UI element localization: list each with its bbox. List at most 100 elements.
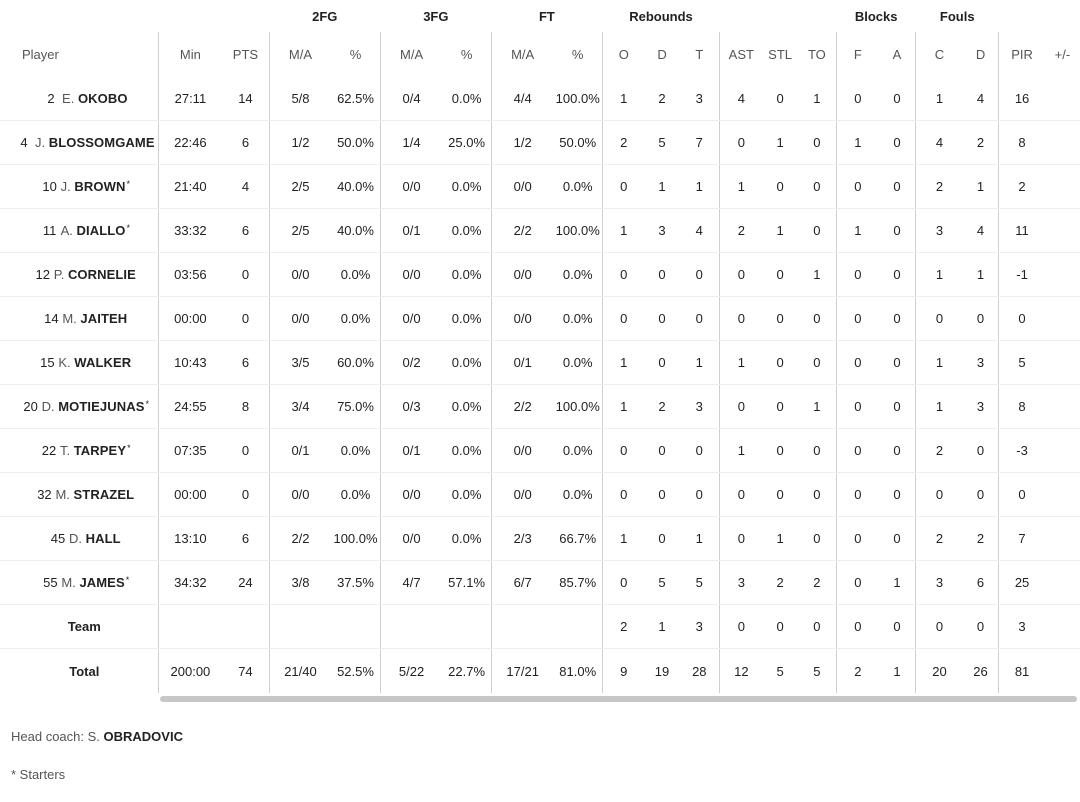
cell-min: 33:32	[157, 208, 223, 253]
player-row: 10 J. BROWN* 21:40 4 2/5 40.0% 0/0 0.0% 0/0 0.0% 0…	[0, 164, 1080, 209]
col-pts[interactable]: PTS	[232, 47, 259, 62]
cell-blk-a: 0	[878, 77, 916, 121]
player-last-name[interactable]: HALL	[85, 531, 121, 546]
player-cell[interactable]: 10 J. BROWN*	[0, 164, 159, 209]
player-cell[interactable]: 45 D. HALL	[0, 516, 159, 561]
player-row: 12 P. CORNELIE 03:56 0 0/0 0.0% 0/0 0.0% 0/0 0.0%…	[0, 252, 1080, 297]
cell-plus-minus	[1044, 384, 1080, 429]
player-last-name[interactable]: DIALLO	[76, 223, 126, 238]
player-last-name[interactable]: BROWN	[74, 179, 126, 194]
col-2fg-ma[interactable]: M/A	[268, 32, 332, 77]
col-ft-ma[interactable]: M/A	[490, 32, 554, 77]
player-cell[interactable]: 22 T. TARPEY*	[0, 428, 159, 473]
player-last-name[interactable]: TARPEY	[73, 443, 127, 458]
cell-3fg-pct: 57.1%	[442, 560, 492, 605]
cell-blk-a: 0	[878, 428, 916, 473]
cell-pts: 0	[222, 252, 270, 297]
cell-3fg-pct: 0.0%	[442, 340, 492, 385]
player-last-name[interactable]: BLOSSOMGAME	[48, 135, 155, 150]
player-row: 32 M. STRAZEL 00:00 0 0/0 0.0% 0/0 0.0% 0/0 0.0% 0…	[0, 472, 1080, 517]
cell-reb-d: 0	[644, 472, 680, 517]
cell-stl: 0	[762, 252, 798, 297]
col-3fg-ma[interactable]: M/A	[379, 32, 443, 77]
col-3fg-pct[interactable]: %	[460, 47, 473, 62]
player-cell[interactable]: 32 M. STRAZEL	[0, 472, 159, 517]
cell-to: 0	[797, 604, 837, 649]
col-foul-c[interactable]: C	[915, 32, 963, 77]
cell-min: 27:11	[157, 77, 223, 121]
player-last-name[interactable]: STRAZEL	[73, 487, 135, 502]
col-reb-t[interactable]: T	[695, 47, 704, 62]
player-last-name[interactable]: JAITEH	[80, 311, 128, 326]
col-to[interactable]: TO	[807, 47, 826, 62]
col-min[interactable]: Min	[157, 32, 223, 77]
cell-reb-o: 0	[601, 164, 645, 209]
cell-2fg-pct: 40.0%	[331, 164, 381, 209]
col-ft-pct[interactable]: %	[571, 47, 584, 62]
col-reb-d[interactable]: D	[657, 47, 667, 62]
cell-3fg-ma: 0/1	[379, 208, 443, 253]
col-ast[interactable]: AST	[719, 32, 763, 77]
cell-plus-minus	[1044, 120, 1080, 165]
col-blk-f[interactable]: F	[836, 32, 879, 77]
col-foul-d[interactable]: D	[975, 47, 986, 62]
cell-3fg-ma: 0/2	[379, 340, 443, 385]
cell-pir: -1	[998, 252, 1045, 297]
cell-blk-f: 1	[836, 208, 879, 253]
player-cell[interactable]: 4 J. BLOSSOMGAME	[0, 120, 159, 165]
col-stl[interactable]: STL	[768, 47, 793, 62]
col-reb-o[interactable]: O	[601, 32, 645, 77]
group-2fg: 2FG	[312, 8, 338, 24]
cell-reb-d: 2	[644, 77, 680, 121]
player-last-name[interactable]: OKOBO	[77, 91, 128, 106]
cell-plus-minus	[1044, 164, 1080, 209]
player-last-name[interactable]: MOTIEJUNAS	[58, 399, 145, 414]
cell-blk-a: 0	[878, 472, 916, 517]
total-label: Total	[69, 663, 100, 679]
cell-pts: 6	[222, 120, 270, 165]
cell-blk-f: 0	[836, 164, 879, 209]
cell-reb-d: 5	[644, 120, 680, 165]
player-last-name[interactable]: CORNELIE	[67, 267, 136, 282]
cell-foul-c: 3	[915, 560, 963, 605]
cell-2fg-pct: 0.0%	[331, 472, 381, 517]
cell-pts: 24	[222, 560, 270, 605]
player-cell[interactable]: 20 D. MOTIEJUNAS*	[0, 384, 159, 429]
player-row: 22 T. TARPEY* 07:35 0 0/1 0.0% 0/1 0.0% 0/0 0.0% 0…	[0, 428, 1080, 473]
cell-pir: 8	[998, 384, 1045, 429]
cell-3fg-pct: 0.0%	[442, 164, 492, 209]
player-cell[interactable]: 11 A. DIALLO*	[0, 208, 159, 253]
player-cell[interactable]: 14 M. JAITEH	[0, 296, 159, 341]
cell-reb-t: 1	[679, 340, 720, 385]
player-cell[interactable]: 15 K. WALKER	[0, 340, 159, 385]
player-cell[interactable]: 2 E. OKOBO	[0, 77, 159, 121]
cell-reb-t: 7	[679, 120, 720, 165]
cell-reb-t: 4	[679, 208, 720, 253]
cell-3fg-ma: 0/4	[379, 77, 443, 121]
horizontal-scrollbar[interactable]	[160, 696, 1077, 702]
cell-reb-o: 0	[601, 560, 645, 605]
cell-reb-d: 3	[644, 208, 680, 253]
cell-foul-c: 1	[915, 384, 963, 429]
player-last-name[interactable]: JAMES	[79, 575, 125, 590]
player-last-name[interactable]: WALKER	[74, 355, 132, 370]
cell-reb-d: 0	[644, 340, 680, 385]
cell-ast: 0	[719, 252, 763, 297]
player-cell[interactable]: 12 P. CORNELIE	[0, 252, 159, 297]
cell-to: 1	[797, 77, 837, 121]
cell-ast: 0	[719, 516, 763, 561]
cell-reb-t: 28	[692, 663, 707, 679]
cell-ft-pct: 81.0%	[559, 663, 597, 679]
cell-pir: 0	[998, 472, 1045, 517]
cell-min: 00:00	[157, 472, 223, 517]
col-player[interactable]: Player	[22, 47, 59, 62]
col-2fg-pct[interactable]: %	[349, 47, 362, 62]
player-number: 11	[42, 223, 57, 238]
col-plus-minus[interactable]: +/-	[1054, 47, 1071, 62]
player-cell[interactable]: 55 M. JAMES*	[0, 560, 159, 605]
player-row: 11 A. DIALLO* 33:32 6 2/5 40.0% 0/1 0.0% 2/2 100.…	[0, 208, 1080, 253]
col-pir[interactable]: PIR	[998, 32, 1045, 77]
col-blk-a[interactable]: A	[892, 47, 902, 62]
cell-ft-pct: 0.0%	[553, 340, 603, 385]
cell-reb-o: 1	[601, 384, 645, 429]
